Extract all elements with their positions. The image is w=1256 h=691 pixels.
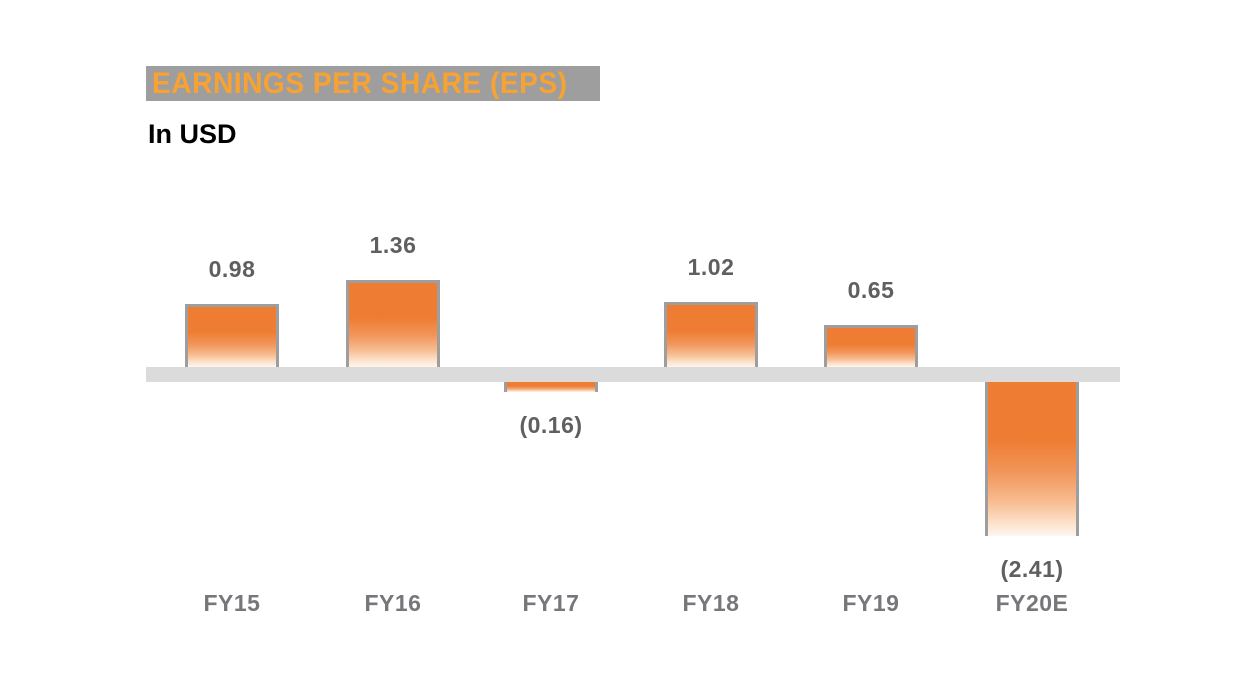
chart-subtitle-unit: In USD (148, 119, 237, 149)
chart-title: EARNINGS PER SHARE (EPS) (152, 66, 568, 100)
value-label-FY18: 1.02 (687, 254, 735, 280)
chart-title-highlight: EARNINGS PER SHARE (EPS) (146, 66, 601, 101)
bar-FY19 (824, 325, 918, 367)
bar-FY16 (346, 280, 440, 367)
category-label-FY16: FY16 (364, 590, 422, 616)
category-label-FY17: FY17 (522, 590, 580, 616)
bar-FY17 (504, 382, 598, 392)
category-label-FY18: FY18 (682, 590, 740, 616)
category-label-FY15: FY15 (203, 590, 261, 616)
bar-FY18 (664, 302, 758, 367)
bar-FY20E (985, 382, 1079, 536)
value-label-FY20E: (2.41) (1000, 556, 1064, 582)
value-label-FY17: (0.16) (519, 412, 583, 438)
zero-axis-line (146, 367, 1120, 382)
category-label-FY20E: FY20E (995, 590, 1069, 616)
value-label-FY15: 0.98 (208, 256, 256, 282)
value-label-FY16: 1.36 (369, 232, 417, 258)
value-label-FY19: 0.65 (847, 277, 895, 303)
category-label-FY19: FY19 (842, 590, 900, 616)
bar-FY15 (185, 304, 279, 367)
